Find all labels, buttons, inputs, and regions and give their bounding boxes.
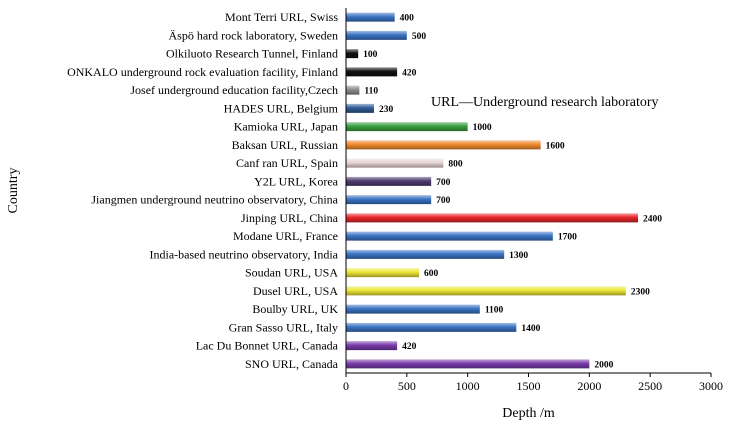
category-label: Baksan URL, Russian: [232, 138, 338, 152]
x-axis-title: Depth /m: [502, 406, 555, 421]
category-label: India-based neutrino observatory, India: [150, 247, 339, 261]
value-label: 400: [400, 14, 415, 24]
category-label: Jiangmen underground neutrino observator…: [91, 193, 338, 207]
value-label: 1300: [509, 251, 528, 261]
bar: [346, 158, 444, 168]
y-axis-title: Country: [6, 168, 21, 214]
value-label: 2400: [643, 214, 662, 224]
bar: [346, 213, 638, 223]
chart-annotation: URL—Underground research laboratory: [431, 95, 659, 110]
value-label: 420: [402, 342, 417, 352]
category-label: Mont Terri URL, Swiss: [225, 10, 338, 24]
tick-label: 2500: [638, 379, 662, 393]
value-label: 600: [424, 269, 439, 279]
category-label: Y2L URL, Korea: [254, 174, 339, 188]
value-label: 1600: [546, 141, 565, 151]
category-label: ONKALO underground rock evaluation facil…: [67, 65, 338, 79]
category-label: Jinping URL, China: [241, 211, 339, 225]
value-label: 1000: [473, 123, 492, 133]
category-label: Kamioka URL, Japan: [234, 120, 338, 134]
bar: [346, 103, 374, 113]
value-label: 1700: [558, 233, 577, 243]
tick-label: 2000: [577, 379, 601, 393]
category-label: HADES URL, Belgium: [224, 101, 339, 115]
bar: [346, 341, 398, 351]
value-label: 700: [436, 196, 451, 206]
bar: [346, 286, 626, 296]
bar: [346, 49, 359, 59]
value-label: 230: [379, 105, 394, 115]
bar: [346, 304, 480, 314]
bar: [346, 231, 553, 241]
value-label: 500: [412, 32, 427, 42]
category-label: Lac Du Bonnet URL, Canada: [196, 339, 339, 353]
bar: [346, 67, 398, 77]
bar: [346, 176, 432, 186]
value-label: 1100: [485, 306, 504, 316]
tick-label: 3000: [699, 379, 723, 393]
value-label: 110: [364, 87, 378, 97]
category-label: Canf ran URL, Spain: [236, 156, 338, 170]
bar: [346, 30, 407, 40]
value-label: 420: [402, 68, 417, 78]
tick-label: 1500: [517, 379, 541, 393]
axes: [345, 8, 711, 374]
value-label: 2000: [594, 360, 613, 370]
tick-label: 1000: [456, 379, 480, 393]
bar: [346, 12, 395, 22]
bar: [346, 359, 590, 369]
bar: [346, 122, 468, 132]
category-label: Modane URL, France: [233, 229, 338, 243]
category-label: Soudan URL, USA: [245, 266, 338, 280]
category-label: Dusel URL, USA: [253, 284, 338, 298]
category-labels: Mont Terri URL, Swiss Äspö hard rock labo…: [67, 10, 339, 371]
value-label: 1400: [521, 324, 540, 334]
x-ticks: 0 500 1000 1500 2000 2500 3000: [343, 373, 723, 393]
bar: [346, 249, 505, 259]
category-label: SNO URL, Canada: [245, 357, 339, 371]
bar: [346, 195, 432, 205]
value-label: 100: [363, 50, 378, 60]
category-label: Boulby URL, UK: [252, 302, 338, 316]
category-label: Olkiluoto Research Tunnel, Finland: [166, 47, 338, 61]
bar: [346, 268, 419, 278]
value-label: 700: [436, 178, 451, 188]
bars-layer: [346, 12, 638, 369]
value-label: 800: [448, 160, 463, 170]
bar: [346, 140, 541, 150]
tick-label: 500: [398, 379, 416, 393]
value-label: 2300: [631, 287, 650, 297]
category-label: Äspö hard rock laboratory, Sweden: [168, 28, 338, 42]
category-label: Josef underground education facility,Cze…: [130, 83, 338, 97]
bar: [346, 85, 360, 95]
bar: [346, 322, 517, 332]
category-label: Gran Sasso URL, Italy: [229, 320, 338, 334]
tick-label: 0: [343, 379, 349, 393]
